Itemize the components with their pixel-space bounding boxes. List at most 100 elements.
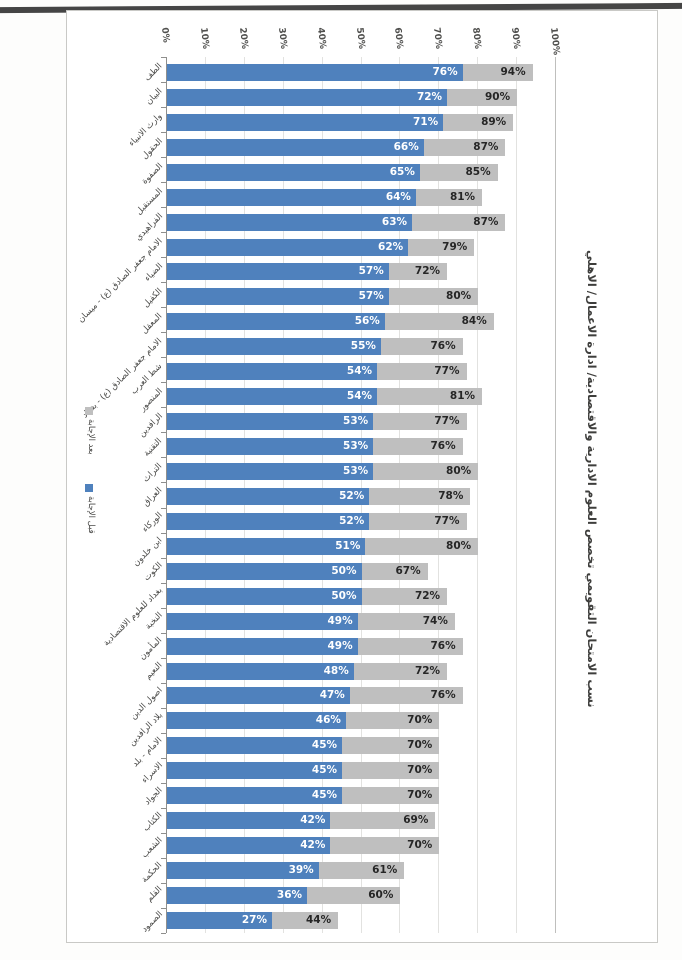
category-label: الشعب [139,835,165,860]
category-label: الجواد [142,785,165,808]
category-label: الصمود [139,909,165,935]
bar-value-after: 44% [306,913,332,926]
bar-segment-after [388,263,448,281]
category-tick [161,582,166,584]
bar-segment-before [167,238,409,256]
category-tick [161,757,166,759]
bar-segment-after [318,862,405,880]
category-tick [161,457,166,459]
bar-value-after: 94% [500,65,526,78]
bar-value-before: 52% [339,514,365,527]
category-label: النخبة [143,610,165,632]
bar-segment-after [369,512,467,530]
bar-segment-after [388,288,479,306]
bar-value-before: 50% [331,589,357,602]
bar-value-before: 49% [327,614,353,627]
bar-value-after: 76% [430,689,456,702]
bar-segment-after [423,138,506,156]
bar-value-before: 76% [432,65,458,78]
bar-value-before: 42% [300,839,326,852]
category-tick [161,232,166,234]
bar-segment-after [419,163,498,181]
bar-segment-after [345,712,440,730]
bar-segment-after [447,88,518,106]
bar-value-after: 76% [430,639,456,652]
bar-value-after: 72% [414,265,441,278]
bar-value-after: 80% [446,465,472,477]
bar-value-before: 45% [311,789,338,802]
bar-segment-after [361,562,428,580]
category-tick [161,882,166,884]
bar-value-before: 53% [343,415,369,428]
legend-label-after: بعد الإجابة [86,419,96,455]
bar-value-after: 87% [473,215,499,228]
category-tick [161,107,166,109]
bar-segment-before [167,687,350,705]
bar-segment-after [384,313,494,331]
bar-segment-before [167,787,343,805]
bar-segment-after [342,737,440,755]
category-tick [161,507,166,509]
bar-value-after: 69% [403,814,429,827]
category-label: البيان [144,86,165,108]
category-label: الكفيل [141,286,165,310]
percent-axis-label: 80% [470,27,483,50]
bar-value-after: 76% [430,440,456,453]
category-tick [161,257,166,259]
bar-segment-after [377,388,483,406]
bar-segment-after [365,537,479,555]
bar-segment-after [357,612,455,630]
category-label: الحكمة [140,860,165,885]
gridline [555,57,556,933]
category-tick [161,407,166,409]
gridline [516,57,518,933]
category-tick [161,532,166,534]
bar-segment-before [167,737,343,755]
category-tick [161,182,166,184]
bar-value-after: 72% [414,589,441,602]
percent-axis-label: 20% [236,27,250,50]
category-tick [161,82,166,84]
bar-segment-before [167,637,358,655]
bar-value-after: 70% [407,714,433,727]
bar-segment-before [167,862,319,880]
category-tick [161,682,166,684]
bar-segment-before [167,812,331,830]
bar-segment-after [353,662,448,680]
percent-axis-label: 40% [314,27,327,50]
percent-axis-label: 30% [275,27,288,50]
bar-segment-after [369,487,471,505]
bar-value-before: 54% [346,390,373,403]
category-label: التراث [141,460,165,485]
bar-value-before: 54% [346,365,373,378]
bar-value-before: 48% [323,664,349,677]
percent-axis-label: 50% [353,27,366,50]
category-label: الاسراء [139,760,165,786]
bar-value-before: 39% [288,864,314,877]
bar-value-before: 57% [358,265,384,278]
category-tick [161,857,166,859]
bar-value-after: 72% [414,664,441,677]
bar-value-before: 71% [413,115,439,128]
bar-value-before: 45% [311,764,338,777]
category-tick [161,657,166,659]
bar-value-after: 80% [446,539,472,552]
bar-segment-after [357,637,463,655]
bar-segment-before [167,438,374,456]
percent-axis-label: 70% [431,27,444,50]
chart-title: نسب الامتحان التقويمي تخصص العلوم الادار… [585,250,599,708]
bar-value-after: 81% [449,190,476,203]
bar-value-before: 42% [300,814,326,827]
bar-segment-after [330,837,440,855]
bar-segment-before [167,762,343,780]
bar-segment-before [167,886,308,904]
bar-segment-after [377,363,467,381]
category-tick [161,57,166,58]
bar-value-before: 63% [381,215,408,228]
bar-segment-before [167,188,416,206]
gridline [477,57,479,933]
category-tick [161,607,166,609]
bar-segment-after [412,213,506,231]
